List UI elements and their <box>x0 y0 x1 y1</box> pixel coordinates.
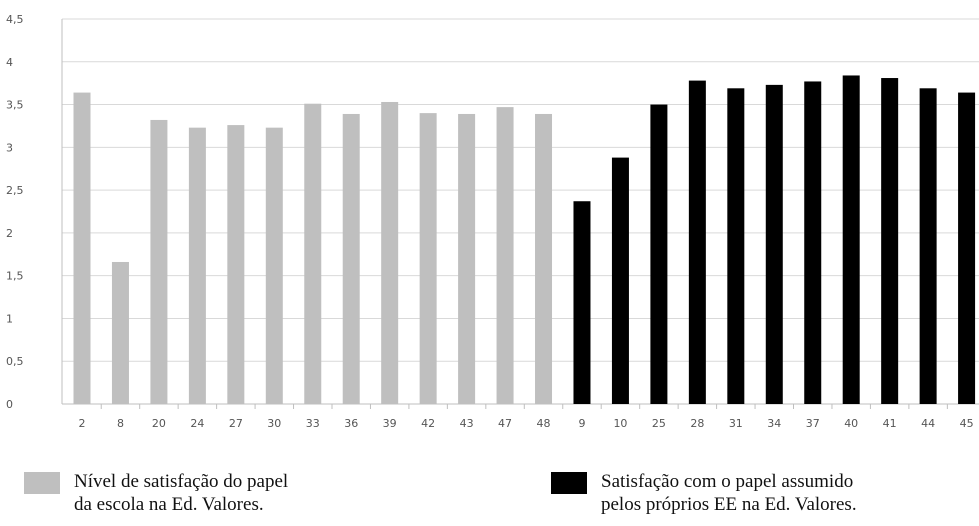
x-tick-label: 48 <box>537 417 551 430</box>
legend-swatch-black <box>551 472 587 494</box>
y-tick-label: 0,5 <box>6 355 24 368</box>
x-tick-label: 10 <box>613 417 627 430</box>
x-tick-label: 37 <box>806 417 820 430</box>
legend-swatch-gray <box>24 472 60 494</box>
y-tick-label: 3,5 <box>6 99 24 112</box>
x-tick-label: 41 <box>883 417 897 430</box>
bar-series-1 <box>265 127 283 405</box>
x-tick-label: 30 <box>267 417 281 430</box>
bar-series-2 <box>881 78 899 405</box>
bar-series-2 <box>919 88 937 405</box>
bar-series-1 <box>342 113 360 404</box>
x-tick-label: 24 <box>190 417 204 430</box>
y-tick-label: 3 <box>6 141 13 154</box>
bar-chart: 00,511,522,533,544,5 2 8 20 24 27 30 33 36 39 42 4… <box>6 13 979 430</box>
y-tick-label: 0 <box>6 398 13 411</box>
bar-series-1 <box>458 113 476 404</box>
x-tick-label: 36 <box>344 417 358 430</box>
x-tick-label: 47 <box>498 417 512 430</box>
legend-label: Nível de satisfação do papel da escola n… <box>74 470 288 516</box>
y-axis-ticks: 0 0,5 1 1,5 2 2,5 3 3,5 4 4,5 <box>6 13 24 411</box>
y-tick-label: 1,5 <box>6 270 24 283</box>
bar-series-2 <box>958 92 976 405</box>
y-tick-label: 4 <box>6 56 13 69</box>
x-tick-label: 45 <box>960 417 974 430</box>
bar-series-1 <box>496 107 514 404</box>
x-tick-label: 27 <box>229 417 243 430</box>
bar-series-2 <box>842 75 860 404</box>
bar-series-2 <box>650 104 668 405</box>
legend-item-series-1: Nível de satisfação do papel da escola n… <box>24 470 288 516</box>
bars <box>73 75 976 405</box>
bar-series-1 <box>73 92 91 405</box>
bar-series-2 <box>765 84 783 404</box>
x-tick-label: 28 <box>690 417 704 430</box>
x-tick-label: 8 <box>117 417 124 430</box>
legend-line: Nível de satisfação do papel <box>74 471 289 492</box>
y-tick-label: 2 <box>6 227 13 240</box>
legend-line: da escola na Ed. Valores. <box>74 494 264 515</box>
bar-series-1 <box>535 113 553 404</box>
x-tick-label: 33 <box>306 417 320 430</box>
bar-series-1 <box>304 103 322 404</box>
legend-item-series-2: Satisfação com o papel assumido pelos pr… <box>551 470 857 516</box>
x-tick-label: 42 <box>421 417 435 430</box>
x-axis-ticks: 2 8 20 24 27 30 33 36 39 42 43 47 48 9 10 25 28 31 34 37 40 4… <box>79 404 974 430</box>
bar-series-1 <box>227 125 245 404</box>
legend-label: Satisfação com o papel assumido pelos pr… <box>601 470 857 516</box>
x-tick-label: 20 <box>152 417 166 430</box>
x-tick-label: 31 <box>729 417 743 430</box>
x-tick-label: 34 <box>767 417 781 430</box>
bar-series-2 <box>573 201 591 404</box>
bar-series-1 <box>419 113 437 404</box>
x-tick-label: 39 <box>383 417 397 430</box>
bar-series-1 <box>188 127 206 405</box>
bar-series-2 <box>611 157 629 404</box>
bar-series-1 <box>150 119 168 404</box>
y-tick-label: 2,5 <box>6 184 24 197</box>
x-tick-label: 25 <box>652 417 666 430</box>
x-tick-label: 43 <box>460 417 474 430</box>
x-tick-label: 9 <box>578 417 585 430</box>
y-tick-label: 1 <box>6 312 13 325</box>
bar-series-1 <box>111 261 129 404</box>
x-tick-label: 2 <box>79 417 86 430</box>
x-tick-label: 40 <box>844 417 858 430</box>
x-tick-label: 44 <box>921 417 935 430</box>
legend-line: Satisfação com o papel assumido <box>601 471 854 492</box>
y-tick-label: 4,5 <box>6 13 24 26</box>
bar-series-2 <box>727 88 745 405</box>
bar-series-2 <box>688 80 706 404</box>
bar-series-2 <box>804 81 822 404</box>
gridlines <box>61 18 979 405</box>
bar-series-1 <box>381 101 399 404</box>
legend-line: pelos próprios EE na Ed. Valores. <box>601 494 857 515</box>
